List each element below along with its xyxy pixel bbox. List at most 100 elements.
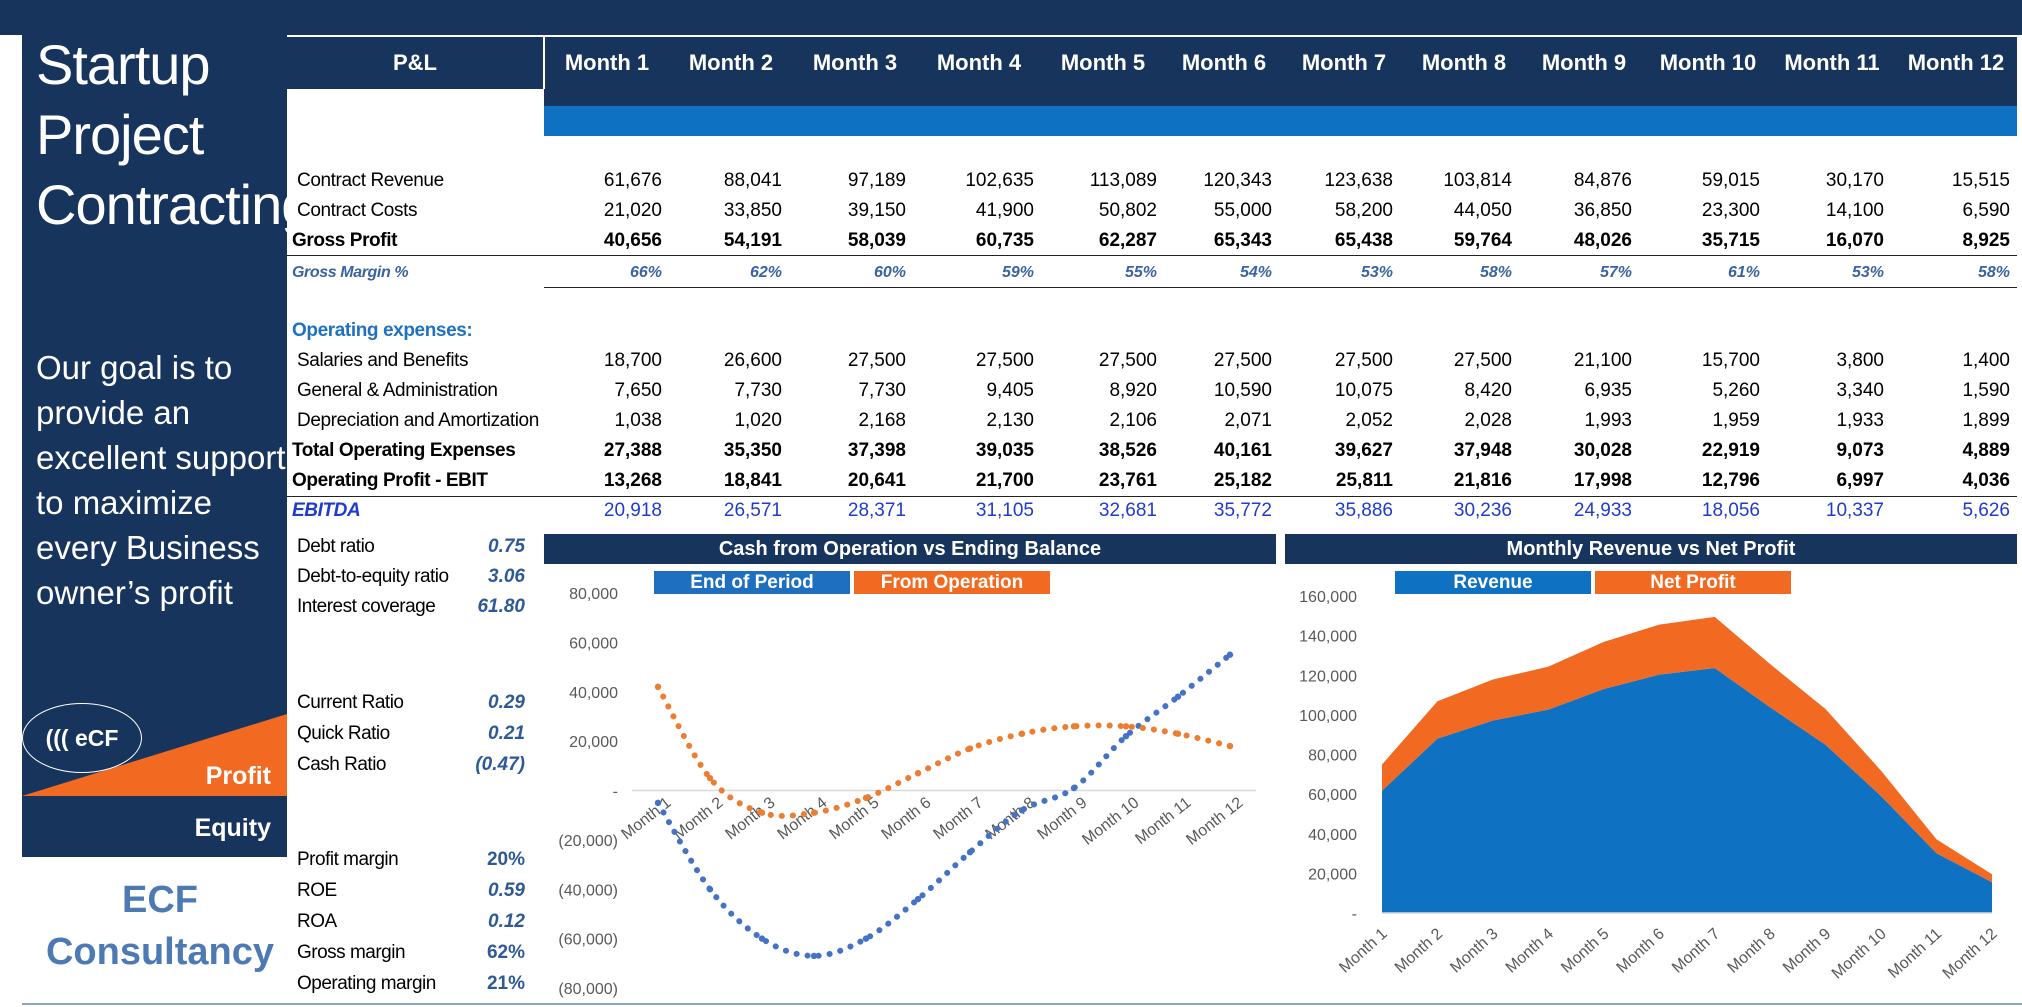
pl-cell: 55% <box>1124 264 1157 281</box>
from-operation-point <box>810 809 818 816</box>
pl-cell: 2,028 <box>1464 410 1512 431</box>
ratio-row: Cash Ratio (0.47) <box>297 750 537 780</box>
x-tick-label: Month 12 <box>1940 925 2001 982</box>
month-header-3: Month 3 <box>812 50 898 75</box>
pl-cell: 39,150 <box>847 200 906 221</box>
pl-cell: 44,050 <box>1453 200 1512 221</box>
pl-cell: 36,850 <box>1573 200 1632 221</box>
pl-cell: 3,340 <box>1836 380 1884 401</box>
x-tick-label: Month 1 <box>1336 925 1390 976</box>
table-rule <box>544 287 2017 288</box>
end-of-period-point <box>654 799 662 807</box>
pl-row: Gross Margin % 66% 62% 60% 59% 55% 54% 53% 58% 57… <box>287 258 2017 288</box>
pl-row: Contract Revenue 61,676 88,041 97,189 102,63… <box>287 166 2017 196</box>
legend-revenue: Revenue <box>1395 571 1591 594</box>
pl-cell: 10,075 <box>1334 380 1393 401</box>
pl-cell: 14,100 <box>1825 200 1884 221</box>
pl-cell: 20,641 <box>847 470 906 491</box>
pl-row-label: Contract Revenue <box>297 170 444 191</box>
from-operation-point <box>966 745 974 752</box>
end-of-period-point <box>1070 784 1078 792</box>
pl-cell: 8,925 <box>1962 230 2010 251</box>
month-header-10: Month 10 <box>1659 50 1757 75</box>
pl-cell: 120,343 <box>1203 170 1272 191</box>
pl-row-label: Total Operating Expenses <box>292 440 516 461</box>
y-tick-label: 40,000 <box>569 685 618 702</box>
goal-statement: Our goal is to provide an excellent supp… <box>36 349 286 611</box>
pl-cell: 54% <box>1239 264 1272 281</box>
end-of-period-point <box>706 886 714 893</box>
pl-cell: 22,919 <box>1701 440 1760 461</box>
pl-cell: 21,700 <box>975 470 1034 491</box>
pl-cell: 3,800 <box>1836 350 1884 371</box>
table-rule <box>287 255 2017 256</box>
y-tick-label: 80,000 <box>1308 748 1357 765</box>
month-header-8: Month 8 <box>1421 50 1507 75</box>
y-tick-label: 20,000 <box>569 734 618 751</box>
end-of-period-point <box>966 849 974 856</box>
pl-cell: 25,811 <box>1335 470 1393 491</box>
pl-row: Gross Profit 40,656 54,191 58,039 60,735 62,2… <box>287 226 2017 256</box>
firm-line: ECF <box>122 879 198 921</box>
ecf-logo: ((( eCF <box>22 703 142 773</box>
pl-cell: 1,590 <box>1962 380 2010 401</box>
pl-cell: 27,500 <box>1453 350 1512 371</box>
pl-cell: 57% <box>1599 264 1632 281</box>
end-of-period-point <box>810 952 818 960</box>
pl-row: EBITDA 20,918 26,571 28,371 31,105 32,681 35,7… <box>287 496 2017 526</box>
ratio-row: Debt-to-equity ratio 3.06 <box>297 562 537 592</box>
end-of-period-point <box>1018 807 1026 814</box>
x-tick-label: Month 4 <box>1503 925 1557 976</box>
y-tick-label: 100,000 <box>1299 708 1357 725</box>
pl-row: Operating Profit - EBIT 13,268 18,841 20,64… <box>287 466 2017 496</box>
ratio-label: ROA <box>297 911 337 932</box>
pl-cell: 7,650 <box>614 380 662 401</box>
month-header-2: Month 2 <box>688 50 774 75</box>
pl-cell: 10,337 <box>1825 500 1884 521</box>
pl-cell: 30,170 <box>1825 170 1884 191</box>
pl-row-label: Gross Profit <box>292 230 397 251</box>
from-operation-point <box>706 774 714 782</box>
pl-cell: 27,500 <box>1334 350 1393 371</box>
bottom-divider <box>22 1003 2022 1005</box>
x-tick-label: Month 10 <box>1079 794 1142 849</box>
ratio-label: Debt ratio <box>297 536 375 557</box>
from-operation-point <box>1226 742 1234 750</box>
ratio-value: 0.75 <box>488 536 525 557</box>
pl-cell: 58% <box>1479 264 1512 281</box>
pl-cell: 35,715 <box>1701 230 1760 251</box>
month-header-6: Month 6 <box>1181 50 1267 75</box>
pl-cell: 27,500 <box>1213 350 1272 371</box>
end-of-period-point <box>758 935 766 942</box>
pl-cell: 18,700 <box>603 350 662 371</box>
pl-cell: 4,036 <box>1962 470 2010 491</box>
pl-row: General & Administration 7,650 7,730 7,730 9… <box>287 376 2017 406</box>
pl-row-label: General & Administration <box>297 380 498 401</box>
pl-cell: 18,841 <box>723 470 782 491</box>
pl-cell: 23,761 <box>1098 470 1157 491</box>
pl-cell: 35,772 <box>1213 500 1272 521</box>
month-header-12: Month 12 <box>1907 50 2005 75</box>
pl-cell: 27,500 <box>1098 350 1157 371</box>
ratio-value: 62% <box>486 942 525 963</box>
pl-cell: 102,635 <box>965 170 1034 191</box>
pl-cell: 1,933 <box>1836 410 1884 431</box>
x-tick-label: Month 1 <box>618 794 674 843</box>
pl-cell: 39,627 <box>1334 440 1393 461</box>
legend-from-operation: From Operation <box>854 571 1050 594</box>
y-tick-label: 160,000 <box>1299 589 1357 606</box>
y-tick-label: 60,000 <box>569 635 618 652</box>
pl-cell: 40,161 <box>1213 440 1272 461</box>
pl-cell: 21,020 <box>603 200 662 221</box>
pl-cell: 2,106 <box>1109 410 1157 431</box>
pl-cell: 61,676 <box>603 170 662 191</box>
x-tick-label: Month 12 <box>1183 794 1246 849</box>
ratio-value: 3.06 <box>488 566 525 587</box>
firm-line: Consultancy <box>45 931 275 973</box>
x-tick-label: Month 5 <box>1558 925 1612 976</box>
ratio-row: ROA 0.12 <box>297 907 537 937</box>
pl-cell: 59,764 <box>1453 230 1512 251</box>
x-tick-label: Month 7 <box>1669 925 1723 976</box>
pl-cell: 38,526 <box>1098 440 1157 461</box>
x-tick-label: Month 3 <box>1447 925 1501 976</box>
